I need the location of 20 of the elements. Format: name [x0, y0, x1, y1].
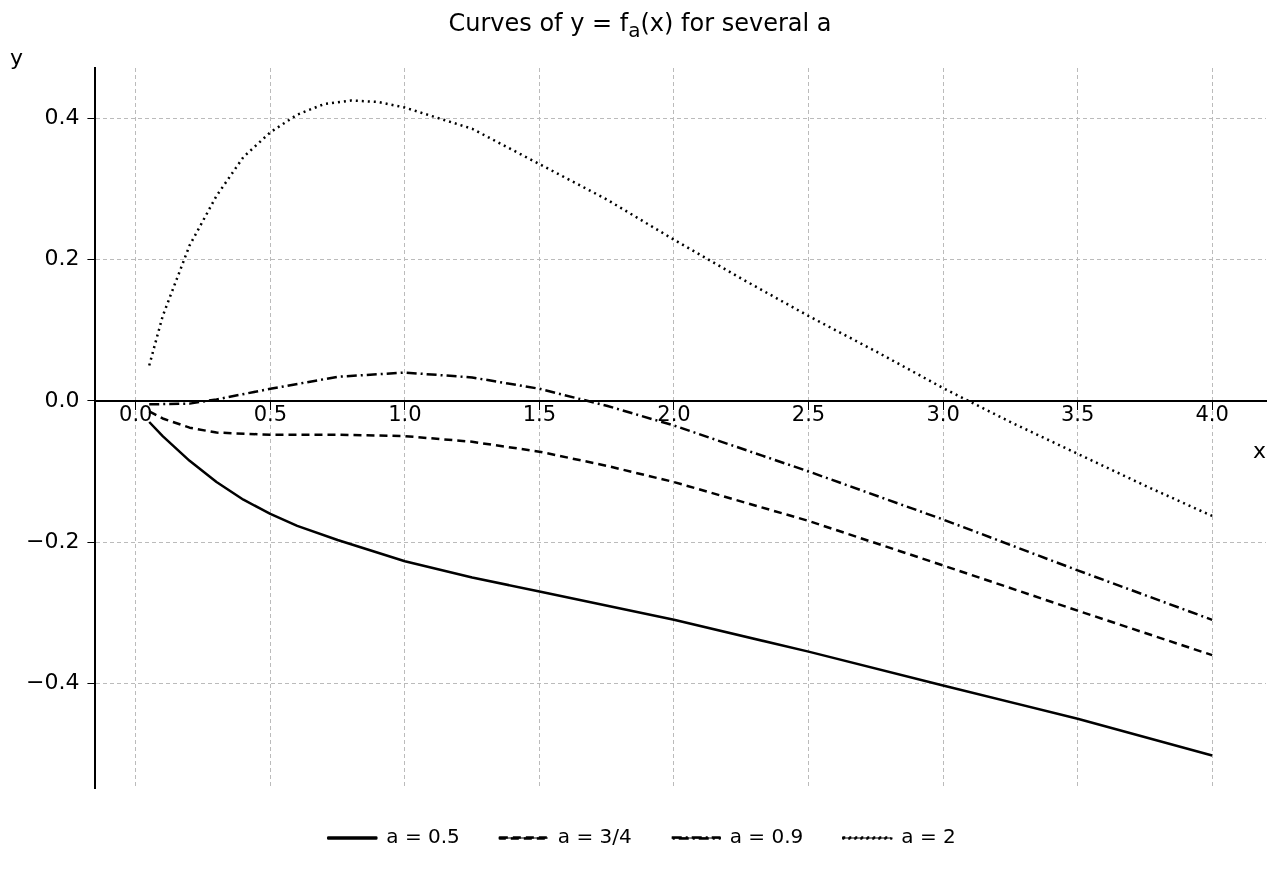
x-tick-label: 2.5	[791, 401, 826, 426]
x-tick-label: 3.5	[1060, 401, 1095, 426]
y-tick-label: 0.4	[44, 103, 80, 129]
x-tick-label: 0.5	[253, 401, 288, 426]
x-tick-label: 2.0	[657, 401, 691, 426]
y-tick-label: −0.2	[26, 527, 80, 553]
chart-title: Curves of y = f$_{a}$(x) for several a	[447, 8, 833, 42]
x-axis-title: x	[1252, 437, 1266, 463]
x-tick-label: 3.0	[926, 401, 960, 426]
x-tick-label: 0.0	[119, 401, 153, 426]
legend-label: a = 2	[901, 824, 956, 849]
legend-label: a = 0.5	[386, 824, 460, 849]
y-tick-label: 0.2	[44, 245, 80, 271]
y-axis-title: y	[10, 44, 24, 70]
x-tick-label: 1.0	[388, 401, 422, 426]
legend-label: a = 0.9	[729, 824, 804, 849]
x-tick-label: 1.5	[522, 401, 557, 426]
y-tick-label: −0.4	[26, 669, 80, 695]
legend-label: a = 3/4	[557, 824, 632, 849]
x-tick-label: 4.0	[1195, 401, 1229, 426]
